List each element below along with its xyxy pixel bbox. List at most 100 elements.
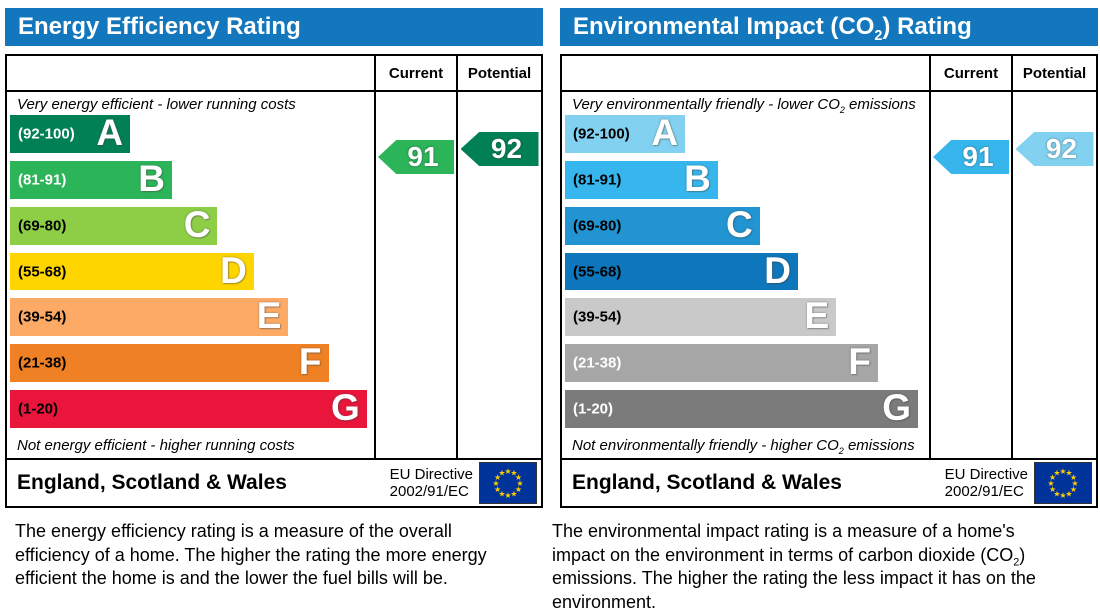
svg-text:★: ★: [1047, 479, 1054, 488]
environmental-description: The environmental impact rating is a mea…: [552, 521, 1036, 612]
band-letter: F: [848, 341, 872, 383]
band-f: (21-38) F: [10, 341, 329, 383]
eu-flag-icon: ★★★ ★★★ ★★★ ★★★: [1034, 462, 1092, 504]
energy-bands: Very energy efficient - lower running co…: [7, 92, 374, 458]
svg-text:★: ★: [504, 467, 511, 476]
svg-text:★: ★: [1049, 485, 1056, 494]
svg-text:★: ★: [516, 479, 523, 488]
panel-title-text: Energy Efficiency Rating: [18, 13, 301, 40]
band-letter: F: [298, 341, 322, 383]
band-letter: G: [882, 387, 912, 429]
band-letter: G: [330, 387, 360, 429]
energy-description: The energy efficiency rating is a measur…: [15, 521, 487, 588]
current-column-header: Current: [929, 56, 1011, 90]
band-range-label: (92-100): [573, 125, 630, 143]
band-range-label: (92-100): [18, 125, 75, 143]
band-range-label: (55-68): [18, 263, 67, 280]
svg-text:★: ★: [1065, 489, 1072, 498]
svg-text:★: ★: [1059, 467, 1066, 476]
svg-text:★: ★: [1070, 485, 1077, 494]
column-header-row: Current Potential: [562, 56, 1096, 92]
svg-text:★: ★: [498, 489, 505, 498]
energy-efficiency-panel: Energy Efficiency Rating Current Potenti…: [5, 8, 543, 508]
band-range-label: (69-80): [573, 217, 622, 235]
current-rating-arrow: 91: [378, 140, 454, 174]
band-range-label: (21-38): [573, 354, 622, 372]
band-d: (55-68) D: [10, 249, 254, 291]
header-spacer: [562, 56, 929, 90]
bottom-caption: Not environmentally friendly - higher CO…: [572, 437, 915, 457]
environmental-bands: Very environmentally friendly - lower CO…: [562, 92, 929, 458]
svg-text:★: ★: [1053, 489, 1060, 498]
svg-text:★: ★: [1070, 473, 1077, 482]
band-range-label: (39-54): [573, 308, 622, 326]
band-b: (81-91) B: [10, 157, 172, 199]
current-rating-column: 91: [374, 92, 456, 458]
panel-footer: England, Scotland & Wales EU Directive 2…: [562, 458, 1096, 506]
bottom-caption: Not energy efficient - higher running co…: [17, 437, 295, 455]
svg-text:★: ★: [510, 489, 517, 498]
svg-text:★: ★: [492, 479, 499, 488]
panel-title-text: Environmental Impact (CO2) Rating: [573, 13, 972, 44]
region-label: England, Scotland & Wales: [17, 471, 287, 494]
band-a: (92-100) A: [10, 112, 131, 154]
svg-text:★: ★: [498, 469, 505, 478]
potential-rating-column: 92: [1011, 92, 1096, 458]
svg-text:★: ★: [1053, 469, 1060, 478]
svg-text:★: ★: [1049, 473, 1056, 482]
band-e: (39-54) E: [10, 295, 289, 337]
svg-text:★: ★: [510, 469, 517, 478]
band-letter: A: [96, 112, 124, 154]
energy-panel-title: Energy Efficiency Rating: [5, 8, 543, 46]
band-range-label: (81-91): [573, 171, 622, 189]
band-c: (69-80) C: [10, 203, 218, 245]
band-letter: B: [684, 157, 711, 199]
potential-column-header: Potential: [1011, 56, 1096, 90]
potential-rating-arrow: 92: [460, 132, 539, 166]
band-letter: E: [256, 295, 282, 337]
band-range-label: (1-20): [573, 400, 614, 418]
band-a: (92-100) A: [565, 112, 686, 154]
column-header-row: Current Potential: [7, 56, 541, 92]
potential-column-header: Potential: [456, 56, 541, 90]
band-letter: B: [138, 157, 165, 199]
band-letter: C: [183, 203, 211, 245]
svg-text:★: ★: [504, 491, 511, 500]
band-letter: A: [651, 112, 679, 154]
energy-chart-area: Very energy efficient - lower running co…: [7, 92, 541, 458]
eu-flag-icon: ★★★ ★★★ ★★★ ★★★: [479, 462, 537, 504]
current-rating-arrow: 91: [933, 140, 1009, 174]
svg-text:★: ★: [494, 485, 501, 494]
panel-footer: England, Scotland & Wales EU Directive 2…: [7, 458, 541, 506]
band-range-label: (1-20): [18, 400, 59, 418]
band-range-label: (81-91): [18, 171, 67, 189]
band-letter: D: [764, 249, 791, 291]
top-caption: Very energy efficient - lower running co…: [17, 96, 296, 113]
current-column-header: Current: [374, 56, 456, 90]
eu-directive-label: EU Directive 2002/91/EC: [944, 466, 1028, 500]
svg-text:★: ★: [515, 473, 522, 482]
environmental-chart-area: Very environmentally friendly - lower CO…: [562, 92, 1096, 458]
header-spacer: [7, 56, 374, 90]
band-letter: C: [726, 203, 753, 245]
band-e: (39-54) E: [565, 295, 837, 337]
current-rating-column: 91: [929, 92, 1011, 458]
energy-rating-table: Current Potential Very energy efficient …: [5, 54, 543, 508]
band-letter: D: [220, 249, 247, 291]
band-range-label: (69-80): [18, 217, 67, 235]
environmental-panel-title: Environmental Impact (CO2) Rating: [560, 8, 1098, 46]
svg-text:★: ★: [494, 473, 501, 482]
band-c: (69-80) C: [565, 203, 760, 245]
region-label: England, Scotland & Wales: [572, 471, 842, 494]
svg-text:★: ★: [1059, 491, 1066, 500]
rating-panels: Energy Efficiency Rating Current Potenti…: [5, 8, 1098, 508]
band-letter: E: [804, 295, 830, 337]
band-g: (1-20) G: [10, 387, 367, 429]
eu-directive-label: EU Directive 2002/91/EC: [389, 466, 473, 500]
environmental-rating-table: Current Potential Very environmentally f…: [560, 54, 1098, 508]
descriptions: The energy efficiency rating is a measur…: [0, 520, 1100, 614]
potential-rating-column: 92: [456, 92, 541, 458]
band-d: (55-68) D: [565, 249, 798, 291]
band-g: (1-20) G: [565, 387, 919, 429]
band-b: (81-91) B: [565, 157, 718, 199]
